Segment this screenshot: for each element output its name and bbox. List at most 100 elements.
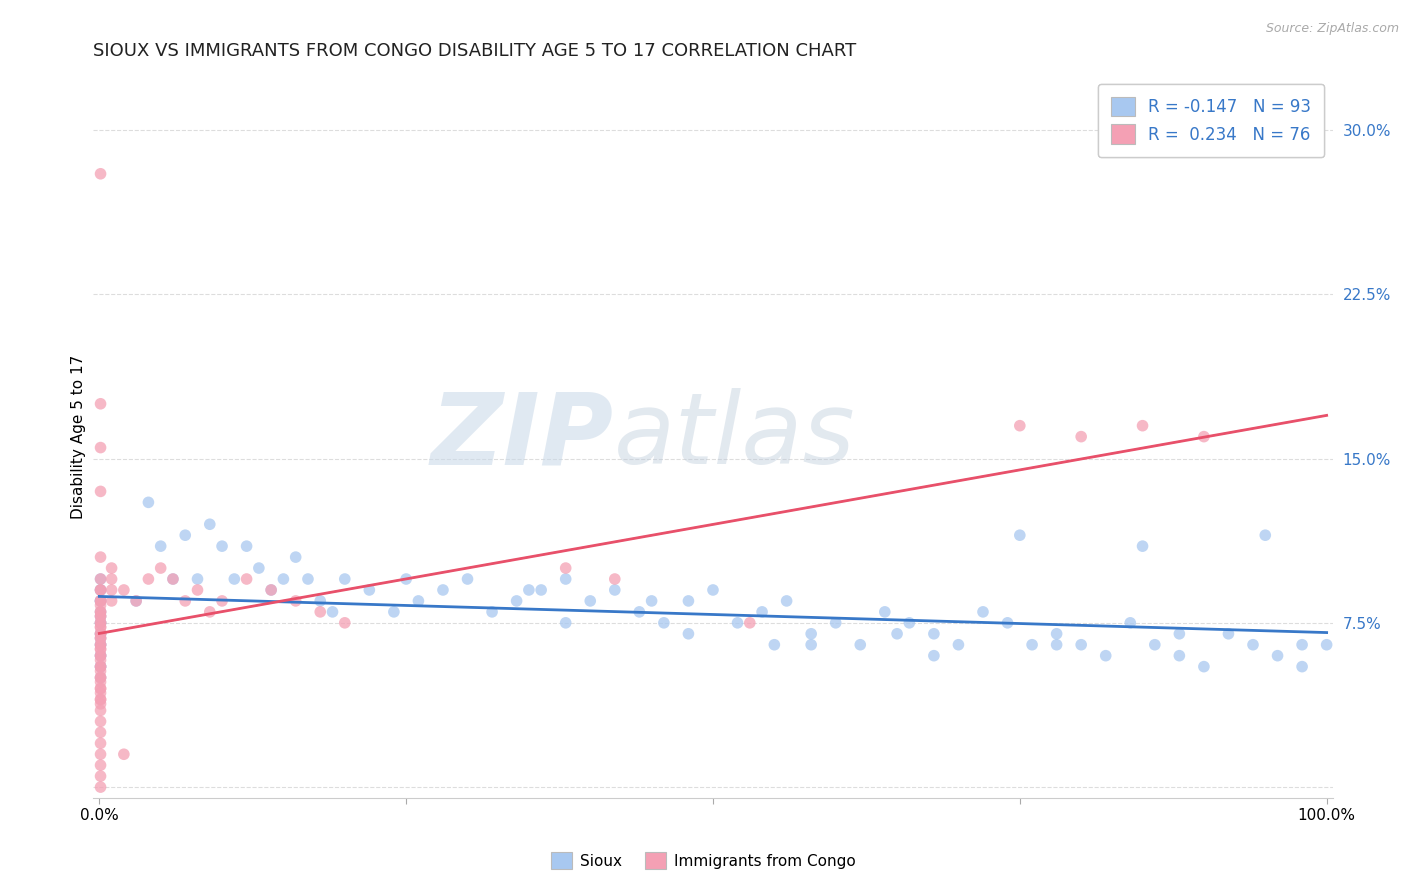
Point xyxy=(1241,638,1264,652)
Point xyxy=(235,572,257,586)
Point xyxy=(162,572,184,586)
Point xyxy=(1070,638,1092,652)
Point xyxy=(898,615,921,630)
Point xyxy=(90,441,112,455)
Point xyxy=(90,594,112,608)
Point xyxy=(149,561,172,575)
Point xyxy=(90,594,112,608)
Point xyxy=(90,653,112,667)
Point xyxy=(211,594,233,608)
Point xyxy=(554,572,576,586)
Point xyxy=(678,594,700,608)
Point xyxy=(211,539,233,553)
Point xyxy=(273,572,295,586)
Legend: Sioux, Immigrants from Congo: Sioux, Immigrants from Congo xyxy=(544,846,862,875)
Point xyxy=(1119,615,1142,630)
Point xyxy=(554,615,576,630)
Point xyxy=(1316,638,1339,652)
Point xyxy=(90,692,112,706)
Point xyxy=(100,561,122,575)
Point xyxy=(873,605,896,619)
Point xyxy=(90,627,112,641)
Point xyxy=(800,627,823,641)
Point xyxy=(100,572,122,586)
Point xyxy=(90,167,112,181)
Point xyxy=(90,780,112,794)
Point xyxy=(90,671,112,685)
Point xyxy=(1070,429,1092,443)
Point xyxy=(90,648,112,663)
Point xyxy=(359,582,381,597)
Point xyxy=(640,594,662,608)
Point xyxy=(90,659,112,673)
Point xyxy=(125,594,148,608)
Point xyxy=(90,627,112,641)
Point xyxy=(1132,418,1154,433)
Point xyxy=(824,615,846,630)
Point xyxy=(1192,429,1215,443)
Point xyxy=(554,561,576,575)
Point xyxy=(763,638,786,652)
Point xyxy=(922,627,945,641)
Point xyxy=(90,675,112,690)
Point xyxy=(1008,528,1031,542)
Point xyxy=(90,627,112,641)
Point xyxy=(775,594,797,608)
Point xyxy=(849,638,872,652)
Point xyxy=(90,620,112,634)
Point xyxy=(90,659,112,673)
Point xyxy=(90,615,112,630)
Point xyxy=(235,539,257,553)
Point xyxy=(90,582,112,597)
Point xyxy=(90,681,112,696)
Point xyxy=(922,648,945,663)
Point xyxy=(198,605,221,619)
Point xyxy=(408,594,430,608)
Point xyxy=(138,495,160,509)
Point xyxy=(1291,638,1313,652)
Point xyxy=(198,517,221,532)
Point xyxy=(628,605,651,619)
Point xyxy=(886,627,908,641)
Point xyxy=(1132,539,1154,553)
Point xyxy=(138,572,160,586)
Point xyxy=(800,638,823,652)
Point xyxy=(90,664,112,678)
Text: ZIP: ZIP xyxy=(430,388,614,485)
Point xyxy=(90,659,112,673)
Point xyxy=(90,599,112,613)
Point xyxy=(321,605,343,619)
Point xyxy=(90,648,112,663)
Point xyxy=(90,631,112,645)
Legend: R = -0.147   N = 93, R =  0.234   N = 76: R = -0.147 N = 93, R = 0.234 N = 76 xyxy=(1098,84,1324,157)
Point xyxy=(972,605,994,619)
Point xyxy=(125,594,148,608)
Point xyxy=(432,582,454,597)
Point xyxy=(90,582,112,597)
Point xyxy=(297,572,319,586)
Point xyxy=(284,594,307,608)
Point xyxy=(309,594,332,608)
Point xyxy=(90,725,112,739)
Point xyxy=(727,615,749,630)
Point xyxy=(90,594,112,608)
Point xyxy=(90,609,112,624)
Point xyxy=(751,605,773,619)
Point xyxy=(224,572,246,586)
Point xyxy=(90,692,112,706)
Point xyxy=(1021,638,1043,652)
Point xyxy=(505,594,527,608)
Point xyxy=(90,648,112,663)
Point xyxy=(579,594,602,608)
Point xyxy=(90,648,112,663)
Y-axis label: Disability Age 5 to 17: Disability Age 5 to 17 xyxy=(72,354,86,519)
Point xyxy=(90,572,112,586)
Point xyxy=(90,714,112,729)
Point xyxy=(112,747,135,762)
Point xyxy=(174,528,197,542)
Point xyxy=(457,572,479,586)
Point xyxy=(174,594,197,608)
Point xyxy=(100,582,122,597)
Point xyxy=(481,605,503,619)
Point xyxy=(1094,648,1116,663)
